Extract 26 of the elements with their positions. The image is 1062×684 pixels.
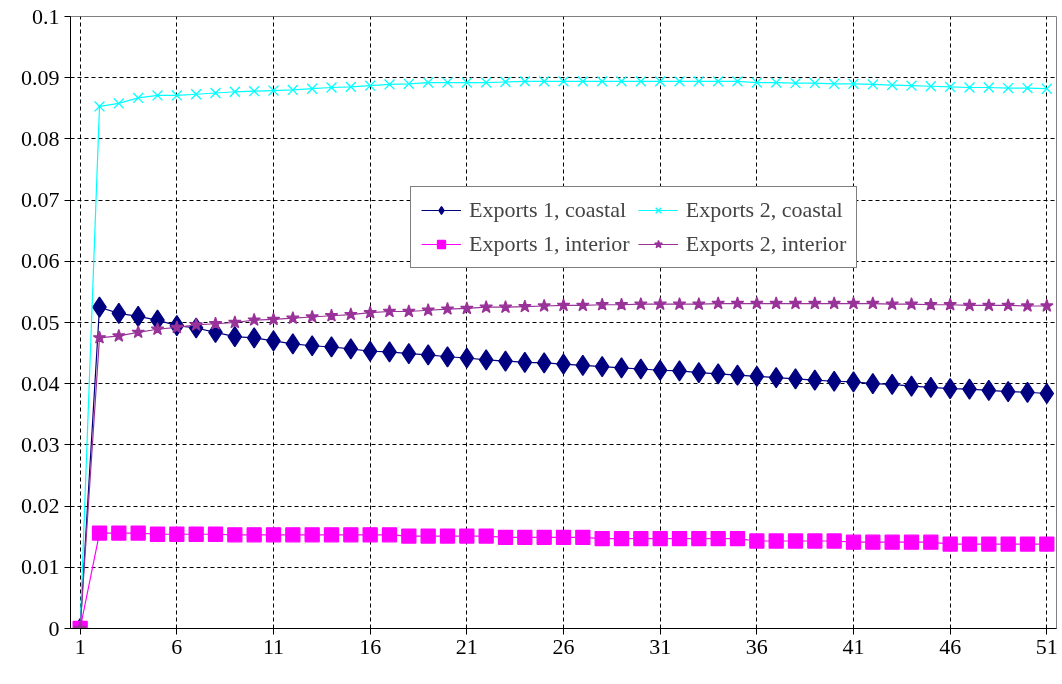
y-tick-label: 0.09 <box>21 64 60 90</box>
y-tick-label: 0.07 <box>21 187 60 213</box>
x-tick-label: 41 <box>842 633 865 659</box>
y-tick-label: 0.02 <box>21 493 60 519</box>
legend-label: Exports 1, interior <box>469 231 630 257</box>
y-tick-label: 0.1 <box>32 3 60 29</box>
x-tick-label: 11 <box>262 633 285 659</box>
y-tick-label: 0 <box>48 615 60 641</box>
x-tick-label: 36 <box>745 633 768 659</box>
x-tick-label: 51 <box>1035 633 1058 659</box>
x-tick-label: 6 <box>171 633 183 659</box>
x-tick-label: 21 <box>455 633 478 659</box>
x-tick-label: 1 <box>74 633 86 659</box>
legend-label: Exports 1, coastal <box>469 197 627 223</box>
y-tick-label: 0.01 <box>21 554 60 580</box>
x-tick-label: 16 <box>359 633 382 659</box>
x-tick-label: 26 <box>552 633 575 659</box>
x-tick-label: 31 <box>649 633 672 659</box>
y-tick-label: 0.08 <box>21 125 60 151</box>
legend-label: Exports 2, interior <box>685 231 847 257</box>
y-tick-label: 0.03 <box>21 431 60 457</box>
x-tick-label: 46 <box>939 633 962 659</box>
legend-label: Exports 2, coastal <box>685 197 843 223</box>
y-tick-label: 0.04 <box>21 370 60 396</box>
y-tick-label: 0.05 <box>21 309 60 335</box>
y-tick-label: 0.06 <box>21 248 60 274</box>
